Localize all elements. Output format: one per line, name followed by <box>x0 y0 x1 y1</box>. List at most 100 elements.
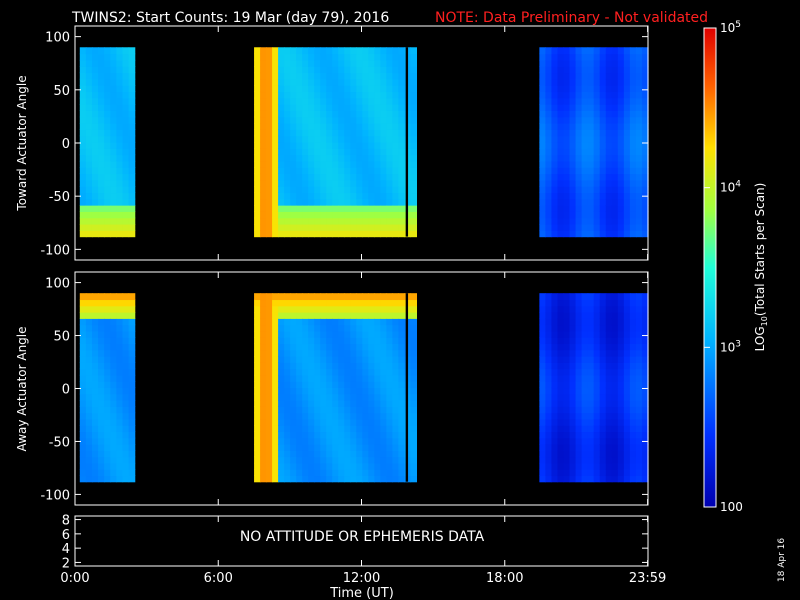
toward-heatmap-cell <box>611 66 619 74</box>
toward-heatmap-cell <box>605 116 613 124</box>
toward-heatmap-cell <box>79 223 87 231</box>
away-heatmap-cell <box>344 368 351 376</box>
away-heatmap-cell <box>410 400 418 407</box>
toward-heatmap-cell <box>398 72 405 80</box>
away-heatmap-cell <box>98 462 105 470</box>
away-heatmap-cell <box>284 387 291 395</box>
away-heatmap-cell <box>272 324 279 332</box>
away-heatmap-cell <box>272 343 279 351</box>
away-heatmap-cell <box>254 418 261 426</box>
away-heatmap-cell <box>380 387 387 395</box>
toward-heatmap-cell <box>641 59 649 67</box>
y-tick-label: 0 <box>62 383 70 398</box>
away-heatmap-cell <box>296 444 303 451</box>
away-heatmap-cell <box>278 349 285 357</box>
away-heatmap-cell <box>617 437 625 445</box>
toward-heatmap-cell <box>338 72 345 80</box>
away-heatmap-cell <box>338 349 345 357</box>
toward-heatmap-cell <box>296 59 303 67</box>
toward-heatmap-cell <box>302 66 309 74</box>
toward-heatmap-cell <box>91 116 99 124</box>
toward-heatmap-cell <box>410 110 418 118</box>
away-heatmap-cell <box>392 337 399 345</box>
away-heatmap-cell <box>611 330 619 338</box>
toward-heatmap-cell <box>617 129 625 137</box>
toward-heatmap-cell <box>320 53 327 61</box>
away-heatmap-cell <box>272 337 279 345</box>
away-heatmap-cell <box>314 293 321 301</box>
away-heatmap-cell <box>110 393 117 401</box>
away-heatmap-cell <box>296 437 303 445</box>
away-heatmap-cell <box>539 406 547 414</box>
toward-heatmap-cell <box>587 211 595 219</box>
away-heatmap-cell <box>122 431 130 439</box>
toward-heatmap-cell <box>320 211 327 219</box>
toward-heatmap-cell <box>356 116 363 124</box>
toward-heatmap-cell <box>587 104 595 111</box>
away-heatmap-cell <box>539 444 547 451</box>
away-heatmap-cell <box>545 349 553 357</box>
away-heatmap-cell <box>254 393 261 401</box>
away-heatmap-cell <box>629 330 637 338</box>
toward-heatmap-cell <box>116 230 124 238</box>
toward-heatmap-cell <box>98 205 105 212</box>
away-heatmap-cell <box>605 337 613 345</box>
away-heatmap-cell <box>296 362 303 370</box>
away-heatmap-cell <box>85 312 93 319</box>
away-heatmap-cell <box>635 469 643 477</box>
toward-heatmap-cell <box>635 173 643 181</box>
toward-heatmap-cell <box>98 148 105 156</box>
toward-heatmap-cell <box>593 223 601 231</box>
toward-heatmap-cell <box>368 173 375 181</box>
toward-heatmap-cell <box>91 186 99 194</box>
away-heatmap-cell <box>611 343 619 351</box>
away-heatmap-cell <box>539 343 547 351</box>
away-heatmap-cell <box>581 437 589 445</box>
away-heatmap-cell <box>122 312 130 319</box>
away-heatmap-cell <box>587 374 595 382</box>
away-heatmap-cell <box>254 462 261 470</box>
toward-heatmap-cell <box>617 72 625 80</box>
toward-heatmap-cell <box>539 148 547 156</box>
toward-heatmap-cell <box>617 66 625 74</box>
away-heatmap-cell <box>85 343 93 351</box>
away-heatmap-cell <box>98 431 105 439</box>
toward-heatmap-cell <box>326 104 333 111</box>
away-heatmap-cell <box>539 362 547 370</box>
toward-heatmap-cell <box>356 66 363 74</box>
away-heatmap-cell <box>278 356 285 363</box>
toward-heatmap-cell <box>122 72 130 80</box>
toward-heatmap-cell <box>368 135 375 143</box>
toward-heatmap-cell <box>104 66 111 74</box>
toward-heatmap-cell <box>128 160 136 168</box>
away-heatmap-cell <box>581 425 589 433</box>
toward-heatmap-cell <box>557 198 565 206</box>
toward-heatmap-cell <box>296 135 303 143</box>
toward-heatmap-cell <box>91 154 99 162</box>
away-heatmap-cell <box>296 431 303 439</box>
toward-heatmap-cell <box>296 154 303 162</box>
away-heatmap-cell <box>569 431 577 439</box>
toward-heatmap-cell <box>641 173 649 181</box>
toward-heatmap-cell <box>98 123 105 130</box>
toward-heatmap-cell <box>599 211 607 219</box>
away-heatmap-cell <box>266 312 273 319</box>
away-heatmap-cell <box>278 450 285 458</box>
away-heatmap-cell <box>344 343 351 351</box>
toward-heatmap-cell <box>398 192 405 200</box>
away-heatmap-cell <box>575 330 583 338</box>
away-heatmap-cell <box>116 431 124 439</box>
away-heatmap-cell <box>85 305 93 313</box>
away-heatmap-cell <box>392 475 399 483</box>
away-heatmap-cell <box>104 381 111 389</box>
toward-heatmap-cell <box>557 66 565 74</box>
away-heatmap-cell <box>128 462 136 470</box>
toward-heatmap-cell <box>278 78 285 86</box>
toward-heatmap-cell <box>254 116 261 124</box>
away-heatmap-cell <box>128 406 136 414</box>
toward-heatmap-cell <box>539 167 547 175</box>
toward-heatmap-cell <box>79 110 87 118</box>
away-heatmap-cell <box>91 387 99 395</box>
toward-heatmap-cell <box>605 217 613 225</box>
away-heatmap-cell <box>320 293 327 301</box>
